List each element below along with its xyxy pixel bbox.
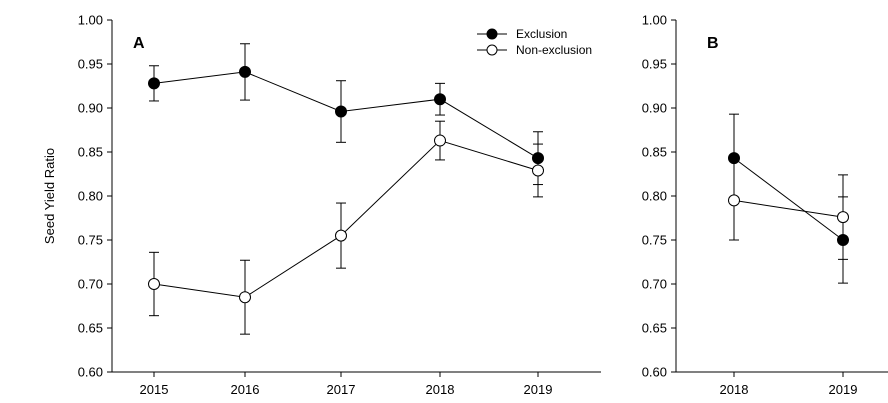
panel-a-y-tick-label-2: 0.70 bbox=[78, 277, 103, 292]
panel-b-non-exclusion-line bbox=[733, 199, 844, 218]
panel-a-y-tick-label-8: 1.00 bbox=[78, 13, 103, 28]
panel-b-non-exclusion-point-0 bbox=[728, 194, 740, 207]
panel-b-exclusion-point-1 bbox=[837, 234, 849, 246]
legend-exclusion-marker bbox=[486, 28, 498, 40]
panel-b-non-exclusion-point-1 bbox=[837, 211, 849, 224]
panel-b-x-tick-label-1: 2019 bbox=[829, 382, 858, 397]
panel-a-x-tick-label-1: 2016 bbox=[231, 382, 260, 397]
panel-a-non-exclusion-line bbox=[153, 139, 539, 298]
panel-a-exclusion-point-3 bbox=[434, 93, 446, 106]
panel-a-y-tick-label-6: 0.90 bbox=[78, 101, 103, 116]
panel-a-y-tick-label-1: 0.65 bbox=[78, 321, 103, 336]
panel-a-exclusion-point-2 bbox=[335, 105, 347, 118]
panel-a-non-exclusion-point-3 bbox=[434, 134, 446, 147]
panel-a-exclusion-line bbox=[153, 71, 539, 159]
legend-non-exclusion-marker bbox=[486, 44, 498, 56]
panel-a-x-tick-label-2: 2017 bbox=[327, 382, 356, 397]
panel-a-y-tick-label-5: 0.85 bbox=[78, 145, 103, 160]
panel-b-y-tick-label-1: 0.65 bbox=[642, 321, 667, 336]
panel-b-label: B bbox=[707, 35, 719, 52]
panel-b-y-tick-label-6: 0.90 bbox=[642, 101, 667, 116]
panel-a-y-tick-label-0: 0.60 bbox=[78, 365, 103, 380]
panel-a-non-exclusion-point-4 bbox=[532, 164, 544, 177]
panel-b-y-tick-label-8: 1.00 bbox=[642, 13, 667, 28]
panel-b: 0.60 0.65 0.70 0.75 0.80 0.85 0.90 0.95 1.00 2018… bbox=[642, 13, 888, 397]
legend: Exclusion Non-exclusion bbox=[477, 27, 592, 57]
panel-a-x-tick-label-4: 2019 bbox=[524, 382, 553, 397]
panel-a-non-exclusion-point-0 bbox=[148, 278, 160, 290]
panel-a-exclusion-point-4 bbox=[532, 152, 544, 165]
panel-b-y-tick-label-2: 0.70 bbox=[642, 277, 667, 292]
panel-a-x-tick-label-3: 2018 bbox=[426, 382, 455, 397]
panel-a-exclusion-point-1 bbox=[239, 65, 251, 78]
panel-b-y-tick-label-5: 0.85 bbox=[642, 145, 667, 160]
panel-b-exclusion-point-0 bbox=[728, 152, 740, 165]
panel-a: 0.60 0.65 0.70 0.75 0.80 0.85 0.90 0.95 1.00 2015… bbox=[78, 13, 601, 397]
panel-b-y-tick-label-3: 0.75 bbox=[642, 233, 667, 248]
panel-b-y-tick-label-0: 0.60 bbox=[642, 365, 667, 380]
legend-exclusion-label: Exclusion bbox=[516, 27, 567, 41]
legend-non-exclusion-label: Non-exclusion bbox=[516, 43, 592, 57]
panel-a-non-exclusion-point-2 bbox=[335, 229, 347, 242]
panel-a-y-tick-label-7: 0.95 bbox=[78, 57, 103, 72]
panel-a-y-tick-label-4: 0.80 bbox=[78, 189, 103, 204]
panel-a-non-exclusion-point-1 bbox=[239, 291, 251, 304]
panel-a-x-tick-label-0: 2015 bbox=[140, 382, 169, 397]
y-axis-label: Seed Yield Ratio bbox=[42, 148, 57, 244]
panel-a-y-tick-label-3: 0.75 bbox=[78, 233, 103, 248]
panel-a-label: A bbox=[133, 35, 145, 52]
panel-b-x-tick-label-0: 2018 bbox=[720, 382, 749, 397]
panel-a-exclusion-point-0 bbox=[148, 77, 160, 90]
panel-b-y-tick-label-7: 0.95 bbox=[642, 57, 667, 72]
panel-b-y-tick-label-4: 0.80 bbox=[642, 189, 667, 204]
panel-b-exclusion-line bbox=[733, 157, 844, 241]
